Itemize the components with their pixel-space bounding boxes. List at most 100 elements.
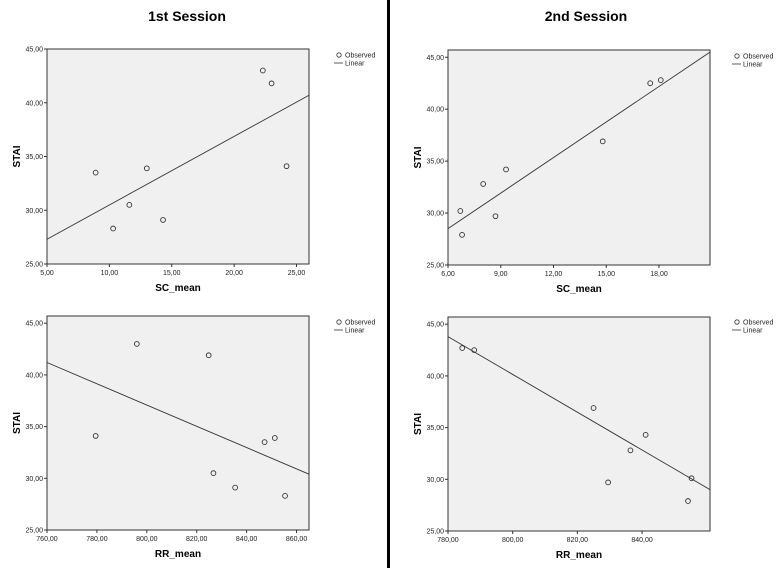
y-tick-label: 45,00 xyxy=(25,47,43,54)
observed-point xyxy=(283,163,290,170)
x-tick-label: 800,00 xyxy=(502,537,524,544)
chart-s2-sc: 25,00 30,00 35,00 40,00 45,00 6,00 9,00 12,00 15… xyxy=(413,49,773,295)
y-tick-label: 40,00 xyxy=(25,100,43,107)
x-tick-label: 820,00 xyxy=(186,536,208,543)
observed-point xyxy=(457,208,464,214)
observed-point xyxy=(642,432,649,438)
x-tick-label: 20,00 xyxy=(225,270,243,277)
x-tick-label: 15,00 xyxy=(163,270,181,277)
observed-point xyxy=(210,470,217,476)
y-tick-label: 30,00 xyxy=(426,211,444,218)
y-axis-label: STAI xyxy=(12,412,23,434)
x-tick-label: 800,00 xyxy=(136,536,158,543)
observed-point xyxy=(92,169,99,176)
observed-point xyxy=(471,347,478,353)
linear-fit-line xyxy=(46,362,310,475)
observed-point xyxy=(599,138,606,145)
observed-point xyxy=(160,217,166,223)
plot-area xyxy=(46,48,310,265)
y-tick-label: 35,00 xyxy=(25,424,43,431)
observed-point xyxy=(205,352,212,359)
observed-point xyxy=(261,439,268,445)
legend-observed-label: Observed xyxy=(345,53,375,60)
x-tick-label: 860,00 xyxy=(286,536,308,543)
y-tick-label: 45,00 xyxy=(426,55,444,62)
x-tick-label: 5,00 xyxy=(40,270,54,277)
x-tick-label: 820,00 xyxy=(567,537,589,544)
observed-point xyxy=(133,341,140,347)
legend-observed-marker xyxy=(336,52,342,58)
observed-point xyxy=(459,232,465,238)
y-tick-label: 30,00 xyxy=(25,208,43,215)
y-tick-label: 30,00 xyxy=(426,477,444,484)
x-tick-label: 12,00 xyxy=(545,271,563,278)
x-axis-label: SC_mean xyxy=(556,284,602,295)
legend-observed-label: Observed xyxy=(743,320,773,327)
observed-point xyxy=(259,67,266,74)
chart-s1-rr: 25,00 30,00 35,00 40,00 45,00 760,00 780,00 800… xyxy=(12,315,375,560)
x-tick-label: 9,00 xyxy=(494,271,508,278)
x-tick-label: 840,00 xyxy=(236,536,258,543)
y-tick-label: 35,00 xyxy=(426,159,444,166)
observed-point xyxy=(492,213,499,220)
y-tick-label: 45,00 xyxy=(25,321,43,328)
x-axis-label: RR_mean xyxy=(556,550,602,561)
observed-point xyxy=(627,447,634,454)
session-title-1: 1st Session xyxy=(148,8,226,24)
chart-s2-rr: 25,00 30,00 35,00 40,00 45,00 780,00 800,00 820… xyxy=(413,316,773,561)
legend-linear-label: Linear xyxy=(743,328,763,335)
legend-observed-label: Observed xyxy=(345,320,375,327)
legend-observed-marker xyxy=(336,319,342,325)
observed-point xyxy=(126,202,133,208)
observed-point xyxy=(480,181,487,187)
legend-linear-label: Linear xyxy=(743,62,763,69)
x-tick-label: 840,00 xyxy=(631,537,653,544)
x-tick-label: 780,00 xyxy=(86,536,108,543)
x-axis-label: SC_mean xyxy=(155,283,201,294)
observed-point xyxy=(657,77,664,83)
x-tick-label: 780,00 xyxy=(437,537,459,544)
legend-observed-marker xyxy=(734,319,740,325)
linear-fit-line xyxy=(447,51,711,230)
x-tick-label: 25,00 xyxy=(288,270,306,277)
legend-linear-label: Linear xyxy=(345,61,365,68)
observed-point xyxy=(605,479,611,486)
observed-point xyxy=(685,498,691,504)
observed-point xyxy=(282,493,288,499)
x-tick-label: 15,00 xyxy=(597,271,615,278)
chart-s1-sc: 25,00 30,00 35,00 40,00 45,00 5,00 10,00 15,00 2… xyxy=(12,47,375,295)
y-axis-label: STAI xyxy=(413,146,424,168)
observed-point xyxy=(232,484,238,491)
legend-linear-label: Linear xyxy=(345,328,365,335)
y-axis-label: STAI xyxy=(12,145,23,167)
observed-point xyxy=(459,345,466,351)
y-tick-label: 40,00 xyxy=(426,373,444,380)
session-divider xyxy=(387,0,390,568)
observed-point xyxy=(647,80,654,87)
legend-observed-label: Observed xyxy=(743,54,773,61)
x-tick-label: 18,00 xyxy=(650,271,668,278)
observed-point xyxy=(590,405,597,411)
linear-fit-line xyxy=(46,94,310,240)
x-tick-label: 6,00 xyxy=(441,271,455,278)
y-axis-label: STAI xyxy=(413,413,424,435)
observed-point xyxy=(110,225,116,232)
plot-area xyxy=(447,316,711,532)
y-tick-label: 25,00 xyxy=(426,263,444,270)
plot-area xyxy=(46,315,310,531)
observed-point xyxy=(268,80,275,87)
y-tick-label: 30,00 xyxy=(25,476,43,483)
observed-point xyxy=(271,435,278,441)
session-title-2: 2nd Session xyxy=(544,8,628,24)
y-tick-label: 40,00 xyxy=(426,107,444,114)
plot-area xyxy=(447,49,711,266)
y-tick-label: 25,00 xyxy=(426,529,444,536)
y-tick-label: 25,00 xyxy=(25,528,43,535)
linear-fit-line xyxy=(447,336,711,491)
observed-point xyxy=(143,165,150,172)
x-tick-label: 760,00 xyxy=(36,536,58,543)
y-tick-label: 35,00 xyxy=(426,425,444,432)
observed-point xyxy=(688,475,695,482)
legend-observed-marker xyxy=(734,53,740,59)
